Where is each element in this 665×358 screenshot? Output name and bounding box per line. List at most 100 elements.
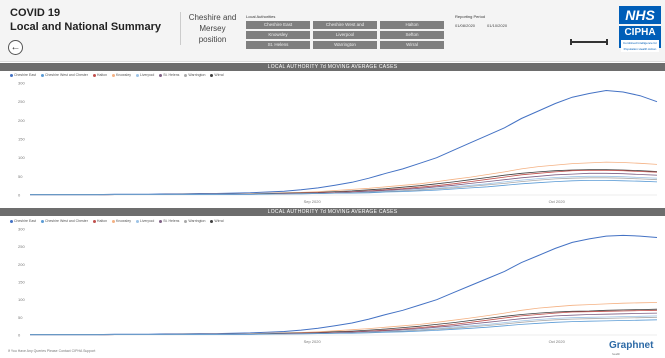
local-authority-button[interactable]: St. Helens: [246, 41, 310, 49]
legend-item[interactable]: Warrington: [184, 219, 205, 223]
legend-item[interactable]: St. Helens: [159, 219, 179, 223]
title-block: COVID 19 Local and National Summary: [10, 6, 182, 34]
panel-2-chart: 0 50 100 150 200 250 300 Sep 2020 Oct 2020: [0, 225, 665, 347]
legend-label: Liverpool: [140, 73, 155, 77]
slider-end-handle[interactable]: [606, 39, 608, 45]
series-line-wirral[interactable]: [30, 169, 658, 195]
graphnet-logo: Graphnet: [609, 340, 654, 351]
x-tick-label: Sep 2020: [304, 339, 322, 344]
graphnet-logo-sub: health: [612, 352, 621, 356]
local-authority-button[interactable]: Liverpool: [313, 31, 377, 39]
series-line-cheshire-east[interactable]: [30, 319, 658, 335]
series-line-cheshire-east[interactable]: [30, 180, 658, 195]
y-tick-label: 0: [18, 333, 21, 338]
reporting-period-dates: 01/08/2020 01/10/2020: [455, 23, 585, 28]
legend-item[interactable]: Liverpool: [136, 219, 154, 223]
y-tick-label: 250: [18, 99, 25, 104]
panel-2-legend: Cheshire East Cheshire West and Chester Ha…: [10, 218, 650, 224]
back-arrow-icon[interactable]: ←: [8, 40, 23, 55]
legend-item[interactable]: St. Helens: [159, 73, 179, 77]
y-tick-label: 300: [18, 227, 25, 232]
legend-marker-icon: [40, 73, 44, 77]
legend-item[interactable]: Liverpool: [136, 73, 154, 77]
legend-label: Cheshire West and Chester: [44, 219, 88, 223]
local-authority-button[interactable]: Halton: [380, 21, 444, 29]
local-authority-button[interactable]: Knowsley: [246, 31, 310, 39]
legend-marker-icon: [136, 219, 140, 223]
y-tick-label: 150: [18, 137, 25, 142]
panel-2-title-bar: LOCAL AUTHORITY 7d MOVING AVERAGE CASES: [0, 208, 665, 216]
ciph-logo-text: CIPHA: [624, 27, 656, 38]
x-tick-label: Oct 2020: [549, 339, 566, 344]
local-authorities-filter: Local Authorities Cheshire East Cheshire …: [246, 14, 444, 60]
x-tick-label: Sep 2020: [304, 199, 322, 204]
ciph-logo-subtitle: Combined Intelligence for Population Hea…: [621, 40, 659, 52]
legend-marker-icon: [10, 219, 13, 223]
reporting-period-slider[interactable]: [570, 39, 608, 45]
local-authority-button[interactable]: Sefton: [380, 31, 444, 39]
legend-item[interactable]: Wirral: [210, 219, 224, 223]
legend-label: Cheshire West and Chester: [44, 73, 88, 77]
legend-item[interactable]: Cheshire East: [10, 219, 36, 223]
legend-item[interactable]: Warrington: [184, 73, 205, 77]
local-authority-button[interactable]: Wirral: [380, 41, 444, 49]
panel-1-chart: 0 50 100 150 200 250 300 Sep 2020 Oct 2020: [0, 79, 665, 207]
local-authority-button[interactable]: Cheshire East: [246, 21, 310, 29]
dashboard-header: COVID 19 Local and National Summary ← Ch…: [0, 0, 665, 62]
legend-marker-icon: [184, 219, 188, 223]
legend-label: Warrington: [188, 219, 206, 223]
footer-text: If You Have Any Queries Please Contact C…: [8, 349, 96, 353]
local-authority-button[interactable]: Warrington: [313, 41, 377, 49]
y-tick-label: 100: [18, 155, 25, 160]
slider-start-handle[interactable]: [570, 39, 572, 45]
panel-1-legend: Cheshire East Cheshire West and Chester Ha…: [10, 72, 650, 78]
legend-label: St. Helens: [163, 219, 180, 223]
reporting-period-end[interactable]: 01/10/2020: [487, 23, 508, 28]
y-tick-label: 300: [18, 81, 25, 86]
legend-label: Cheshire East: [14, 73, 36, 77]
legend-item[interactable]: Halton: [92, 219, 108, 223]
legend-label: Liverpool: [140, 219, 155, 223]
legend-item[interactable]: Cheshire West and Chester: [40, 219, 88, 223]
legend-marker-icon: [184, 73, 188, 77]
panel-1-chart-svg: 0 50 100 150 200 250 300 Sep 2020 Oct 2020: [18, 81, 658, 204]
legend-marker-icon: [112, 73, 116, 77]
y-tick-label: 100: [18, 297, 25, 302]
local-authorities-label: Local Authorities: [246, 14, 276, 19]
legend-label: St. Helens: [163, 73, 180, 77]
y-tick-label: 50: [18, 315, 23, 320]
legend-marker-icon: [159, 73, 163, 77]
reporting-period-label: Reporting Period: [455, 14, 486, 19]
panel-1-title-bar: LOCAL AUTHORITY 7d MOVING AVERAGE CASES: [0, 63, 665, 71]
local-authorities-grid: Cheshire East Cheshire West and Halton Know…: [246, 21, 444, 49]
y-tick-label: 250: [18, 244, 25, 249]
legend-item[interactable]: Cheshire East: [10, 73, 36, 77]
legend-label: Knowsley: [116, 219, 132, 223]
legend-item[interactable]: Halton: [92, 73, 108, 77]
legend-label: Wirral: [214, 73, 224, 77]
legend-item[interactable]: Cheshire West and Chester: [40, 73, 88, 77]
page-title-line2: Local and National Summary: [10, 21, 161, 33]
legend-item[interactable]: Knowsley: [112, 219, 131, 223]
y-tick-label: 150: [18, 280, 25, 285]
panel-2-chart-svg: 0 50 100 150 200 250 300 Sep 2020 Oct 2020: [18, 227, 658, 344]
legend-item[interactable]: Knowsley: [112, 73, 131, 77]
reporting-period-filter: Reporting Period 01/08/2020 01/10/2020: [455, 14, 608, 54]
area-title: Cheshire and Mersey position: [180, 12, 240, 45]
x-tick-label: Oct 2020: [549, 199, 566, 204]
legend-item[interactable]: Wirral: [210, 73, 224, 77]
legend-marker-icon: [10, 73, 13, 77]
legend-label: Halton: [96, 73, 108, 77]
page-title-line1: COVID 19: [10, 7, 61, 19]
y-tick-label: 200: [18, 262, 25, 267]
legend-label: Wirral: [214, 219, 224, 223]
legend-label: Halton: [96, 219, 108, 223]
reporting-period-start[interactable]: 01/08/2020: [455, 23, 476, 28]
legend-marker-icon: [112, 219, 116, 223]
y-tick-label: 200: [18, 118, 25, 123]
legend-label: Warrington: [188, 73, 206, 77]
legend-label: Knowsley: [116, 73, 132, 77]
local-authority-button[interactable]: Cheshire West and: [313, 21, 377, 29]
legend-marker-icon: [159, 219, 163, 223]
series-line-knowsley[interactable]: [30, 302, 658, 335]
